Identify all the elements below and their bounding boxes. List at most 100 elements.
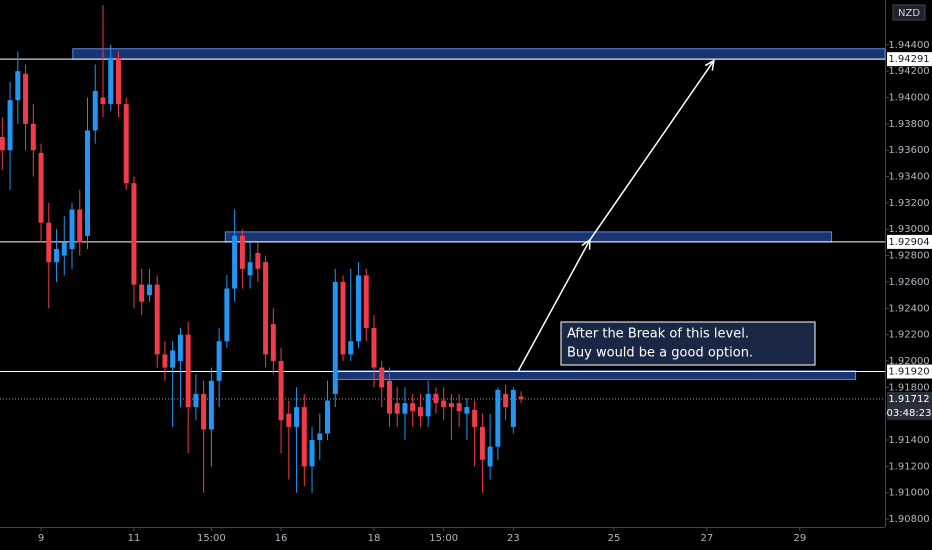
candle-body xyxy=(263,262,269,355)
candle-body xyxy=(371,328,377,368)
arrow-head xyxy=(581,238,591,250)
candle-body xyxy=(239,235,245,269)
candle-body xyxy=(131,183,137,285)
y-tick-label: 1.91800 xyxy=(888,382,929,393)
y-tick-label: 1.91000 xyxy=(888,488,929,499)
candle-body xyxy=(355,275,361,342)
candle-body xyxy=(77,209,83,243)
candle-body xyxy=(232,235,238,289)
candle-body xyxy=(46,222,52,263)
x-tick-label: 16 xyxy=(275,533,288,544)
candle-body xyxy=(108,57,114,105)
x-tick-label: 23 xyxy=(507,533,520,544)
y-tick-label: 1.93800 xyxy=(888,119,929,130)
countdown: 03:48:23 xyxy=(887,408,932,419)
candle-body xyxy=(317,433,323,441)
y-tick-label: 1.94200 xyxy=(888,66,929,77)
candle-body xyxy=(224,288,230,342)
x-tick-label: 15:00 xyxy=(197,533,226,544)
candle-body xyxy=(410,403,416,412)
candle-body xyxy=(115,57,121,105)
candle-body xyxy=(23,73,29,124)
currency: NZD xyxy=(898,8,920,19)
zone xyxy=(335,370,857,380)
candle-body xyxy=(309,440,315,467)
candle-body xyxy=(38,152,44,223)
candle-body xyxy=(294,407,300,427)
candle-body xyxy=(185,334,191,408)
candle-body xyxy=(84,130,90,236)
y-tick-label: 1.92000 xyxy=(888,356,929,367)
candle-body xyxy=(402,403,408,414)
note-text: After the Break of this level. xyxy=(567,327,749,342)
candle-body xyxy=(170,350,176,368)
y-tick-label: 1.93200 xyxy=(888,198,929,209)
zone xyxy=(72,48,886,60)
candle-body xyxy=(425,393,431,417)
x-tick-label: 9 xyxy=(38,533,44,544)
candle-body xyxy=(270,324,276,361)
arrow-head xyxy=(704,59,715,71)
candle-body xyxy=(123,104,129,184)
last-price-label: 1.91712 xyxy=(888,394,929,405)
candle-body xyxy=(0,137,5,151)
price-line-label-box xyxy=(887,52,932,67)
candle-body xyxy=(61,242,67,256)
zone xyxy=(224,231,833,243)
candle-body xyxy=(146,284,152,296)
candle-body xyxy=(464,407,470,414)
candle-body xyxy=(348,341,354,355)
y-tick-label: 1.92600 xyxy=(888,277,929,288)
candle-body xyxy=(301,407,307,467)
y-tick-label: 1.91400 xyxy=(888,435,929,446)
candle-body xyxy=(495,389,501,447)
candle-body xyxy=(503,393,509,408)
x-tick-label: 18 xyxy=(368,533,381,544)
x-tick-label: 29 xyxy=(793,533,806,544)
candle-body xyxy=(208,380,214,430)
candle-body xyxy=(456,403,462,412)
y-tick-label: 1.94000 xyxy=(888,92,929,103)
price-line-label-box xyxy=(887,234,932,249)
candle-body xyxy=(417,407,423,417)
candle-body xyxy=(479,426,485,460)
candle-body xyxy=(379,367,385,388)
candle-body xyxy=(472,409,478,427)
candle-body xyxy=(154,284,160,355)
candle-body xyxy=(7,100,13,151)
candle-body xyxy=(177,334,183,361)
candle-body xyxy=(363,275,369,329)
price-line-label-box xyxy=(887,364,932,379)
x-tick-label: 15:00 xyxy=(429,533,458,544)
y-tick-label: 1.94400 xyxy=(888,40,929,51)
y-tick-label: 1.91200 xyxy=(888,461,929,472)
y-tick-label: 1.93600 xyxy=(888,145,929,156)
candle-body xyxy=(433,393,439,404)
candle-body xyxy=(286,413,292,427)
candle-body xyxy=(386,380,392,414)
candle-body xyxy=(518,396,524,400)
last-price-box xyxy=(887,391,932,420)
candle-body xyxy=(216,341,222,381)
y-tick-label: 1.92200 xyxy=(888,330,929,341)
x-tick-label: 25 xyxy=(608,533,621,544)
candle-body xyxy=(394,403,400,414)
y-tick-label: 1.93000 xyxy=(888,224,929,235)
candle-body xyxy=(69,209,75,250)
candle-body xyxy=(278,360,284,421)
candle-body xyxy=(340,281,346,355)
note-text: Buy would be a good option. xyxy=(567,346,753,361)
candle-body xyxy=(510,389,516,427)
candle-body xyxy=(247,262,253,276)
candle-body xyxy=(193,393,199,408)
y-tick-label: 1.92800 xyxy=(888,251,929,262)
candle-body xyxy=(162,354,168,368)
candle-body xyxy=(100,97,106,105)
y-tick-label: 1.93400 xyxy=(888,172,929,183)
candle-body xyxy=(139,284,145,302)
y-tick-label: 1.90800 xyxy=(888,514,929,525)
candle-body xyxy=(54,249,60,263)
